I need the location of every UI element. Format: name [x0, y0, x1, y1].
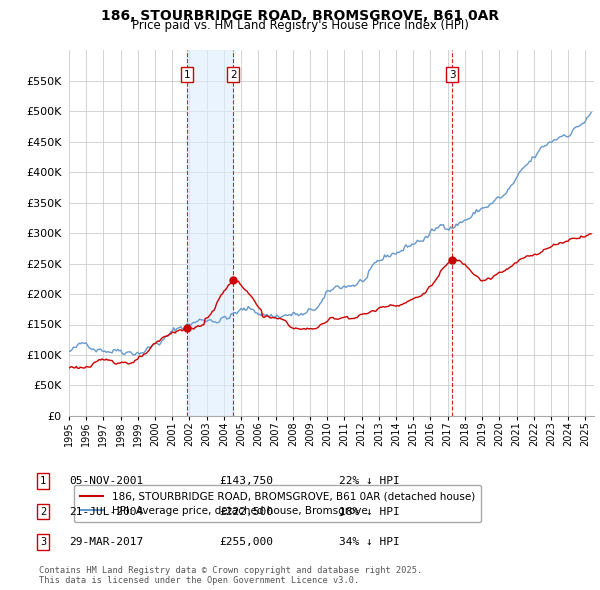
Text: Contains HM Land Registry data © Crown copyright and database right 2025.
This d: Contains HM Land Registry data © Crown c… — [39, 566, 422, 585]
Text: 1: 1 — [184, 70, 190, 80]
Text: 34% ↓ HPI: 34% ↓ HPI — [339, 537, 400, 547]
Legend: 186, STOURBRIDGE ROAD, BROMSGROVE, B61 0AR (detached house), HPI: Average price,: 186, STOURBRIDGE ROAD, BROMSGROVE, B61 0… — [74, 485, 481, 522]
Text: 3: 3 — [449, 70, 455, 80]
Text: £255,000: £255,000 — [219, 537, 273, 547]
Text: £222,500: £222,500 — [219, 507, 273, 516]
Text: Price paid vs. HM Land Registry's House Price Index (HPI): Price paid vs. HM Land Registry's House … — [131, 19, 469, 32]
Text: 22% ↓ HPI: 22% ↓ HPI — [339, 476, 400, 486]
Text: 18% ↓ HPI: 18% ↓ HPI — [339, 507, 400, 516]
Text: 1: 1 — [40, 476, 46, 486]
Text: 2: 2 — [230, 70, 236, 80]
Text: £143,750: £143,750 — [219, 476, 273, 486]
Text: 21-JUL-2004: 21-JUL-2004 — [69, 507, 143, 516]
Text: 05-NOV-2001: 05-NOV-2001 — [69, 476, 143, 486]
Text: 29-MAR-2017: 29-MAR-2017 — [69, 537, 143, 547]
Text: 3: 3 — [40, 537, 46, 547]
Text: 186, STOURBRIDGE ROAD, BROMSGROVE, B61 0AR: 186, STOURBRIDGE ROAD, BROMSGROVE, B61 0… — [101, 9, 499, 23]
Text: 2: 2 — [40, 507, 46, 516]
Bar — [187, 50, 233, 416]
